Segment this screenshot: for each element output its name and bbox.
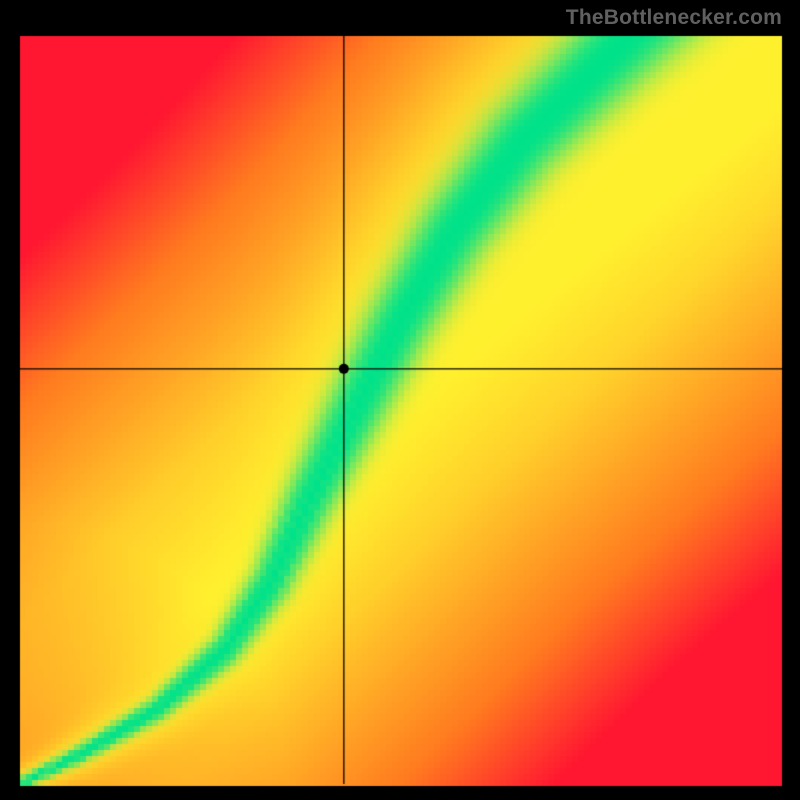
chart-container: TheBottlenecker.com — [0, 0, 800, 800]
heatmap-canvas — [0, 0, 800, 800]
watermark-text: TheBottlenecker.com — [566, 6, 782, 30]
